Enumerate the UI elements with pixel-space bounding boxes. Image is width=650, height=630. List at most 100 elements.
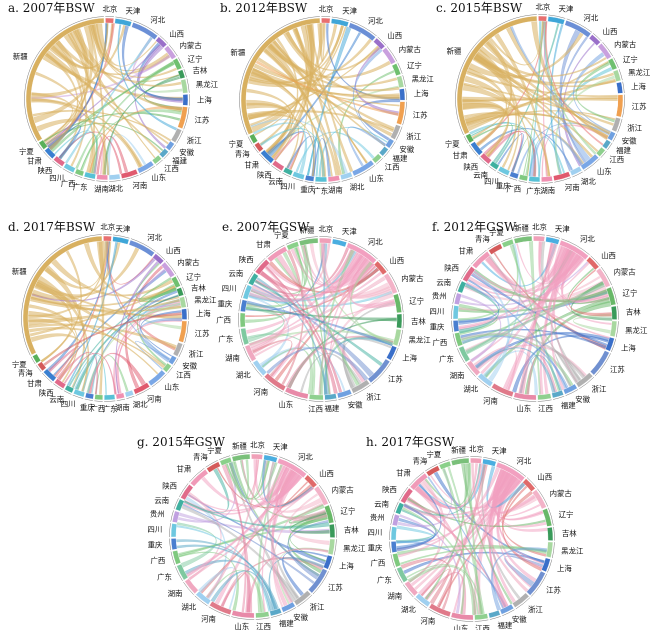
region-label: 黑龙江 bbox=[194, 296, 217, 305]
region-label: 江西 bbox=[609, 155, 624, 164]
region-label: 山西 bbox=[537, 473, 552, 482]
tick-ring bbox=[487, 242, 500, 250]
region-label: 贵州 bbox=[432, 292, 447, 301]
region-label: 广东 bbox=[218, 334, 233, 343]
region-label: 吉林 bbox=[626, 308, 641, 317]
region-label: 黑龙江 bbox=[625, 326, 648, 335]
tick-ring bbox=[170, 144, 176, 152]
tick-ring bbox=[169, 538, 171, 551]
region-label: 湖南 bbox=[168, 589, 183, 598]
tick-ring bbox=[186, 78, 190, 93]
arc-吉林 bbox=[546, 526, 554, 541]
region-label: 湖北 bbox=[401, 605, 416, 614]
tick-ring bbox=[21, 234, 102, 356]
arc-湖南 bbox=[244, 344, 257, 362]
tick-ring bbox=[43, 151, 52, 161]
arc-河南 bbox=[428, 603, 452, 618]
panel-title: f. 2012年GSW bbox=[432, 220, 517, 234]
arc-内蒙古 bbox=[597, 42, 612, 60]
tick-ring bbox=[167, 366, 173, 374]
tick-ring bbox=[350, 21, 377, 37]
region-label: 浙江 bbox=[627, 124, 642, 133]
arc-江西 bbox=[474, 613, 489, 621]
tick-ring bbox=[122, 175, 139, 181]
arc-四川 bbox=[63, 162, 76, 173]
region-label: 广西 bbox=[91, 404, 106, 413]
region-label: 宁夏 bbox=[229, 140, 244, 149]
region-label: 辽宁 bbox=[409, 297, 424, 306]
region-label: 陕西 bbox=[39, 389, 54, 398]
region-label: 辽宁 bbox=[623, 289, 638, 298]
arc-浙江 bbox=[350, 379, 370, 394]
arc-贵州 bbox=[171, 510, 180, 524]
tick-ring bbox=[391, 347, 399, 362]
ribbons bbox=[245, 22, 401, 178]
region-label: 河北 bbox=[368, 238, 383, 247]
chord-panel-g: g. 2015年GSW 北京 天津河北山西内蒙古辽宁吉林黑龙江上海江苏浙江安徽福建江… bbox=[137, 435, 366, 630]
region-label: 天津 bbox=[115, 224, 130, 233]
tick-ring bbox=[353, 384, 371, 395]
tick-ring bbox=[130, 238, 156, 252]
region-label: 辽宁 bbox=[341, 507, 356, 516]
panel-title: h. 2017年GSW bbox=[366, 435, 455, 449]
arc-天津 bbox=[330, 18, 350, 28]
arc-北京 bbox=[251, 453, 263, 460]
chord-panel-b: b. 2012年BSW 北京 天津河北山西内蒙古辽宁黑龙江上海江苏浙江安徽福建江西山… bbox=[220, 1, 434, 195]
arc-广东 bbox=[528, 176, 541, 183]
tick-ring bbox=[168, 44, 178, 57]
tick-ring bbox=[94, 400, 103, 402]
tick-ring bbox=[63, 390, 72, 395]
tick-ring bbox=[377, 36, 387, 46]
arc-辽宁 bbox=[170, 275, 181, 289]
tick-ring bbox=[528, 182, 540, 184]
region-label: 山东 bbox=[453, 624, 468, 630]
tick-ring bbox=[219, 455, 231, 460]
arc-黑龙江 bbox=[179, 296, 187, 309]
region-label: 广东 bbox=[73, 182, 88, 191]
region-label: 山西 bbox=[601, 251, 616, 260]
arc-吉林 bbox=[396, 313, 403, 329]
arc-陕西 bbox=[479, 152, 492, 165]
arc-湖南 bbox=[96, 174, 108, 181]
region-label: 上海 bbox=[196, 309, 211, 318]
arc-新疆 bbox=[231, 453, 251, 462]
region-label: 福建 bbox=[324, 404, 339, 413]
tick-ring bbox=[178, 57, 184, 68]
tick-ring bbox=[246, 272, 254, 283]
region-label: 山西 bbox=[166, 246, 181, 255]
region-label: 内蒙古 bbox=[614, 40, 636, 49]
region-label: 广西 bbox=[61, 179, 76, 188]
tick-ring bbox=[183, 107, 190, 130]
arc-湖南 bbox=[327, 175, 341, 183]
arc-河南 bbox=[491, 382, 514, 398]
tick-ring bbox=[285, 239, 298, 245]
tick-ring bbox=[405, 88, 407, 101]
arc-青海 bbox=[425, 465, 441, 477]
tick-ring bbox=[72, 394, 84, 399]
tick-ring bbox=[622, 81, 625, 94]
region-label: 上海 bbox=[621, 343, 636, 352]
arc-内蒙古 bbox=[160, 261, 176, 278]
region-label: 重庆 bbox=[148, 541, 163, 550]
tick-ring bbox=[319, 484, 330, 504]
region-label: 甘肃 bbox=[458, 247, 473, 256]
arc-天津 bbox=[331, 238, 347, 248]
tick-ring bbox=[96, 180, 108, 182]
region-label: 浙江 bbox=[592, 385, 607, 394]
arc-吉林 bbox=[610, 305, 618, 320]
arc-甘肃 bbox=[44, 147, 56, 160]
region-label: 山西 bbox=[319, 469, 334, 478]
arc-四川 bbox=[497, 165, 511, 176]
region-label: 吉林 bbox=[344, 526, 359, 535]
arc-山东 bbox=[137, 160, 155, 174]
arc-广西 bbox=[172, 550, 182, 565]
arc-陕西 bbox=[53, 155, 66, 167]
region-label: 山东 bbox=[278, 400, 293, 409]
tick-ring bbox=[601, 266, 612, 286]
region-label: 福建 bbox=[616, 146, 631, 155]
arc-北京 bbox=[538, 15, 548, 22]
arc-广东 bbox=[104, 394, 116, 401]
arc-湖北 bbox=[108, 173, 121, 181]
panel-title: c. 2015年BSW bbox=[436, 1, 523, 15]
region-label: 黑龙江 bbox=[409, 336, 432, 345]
